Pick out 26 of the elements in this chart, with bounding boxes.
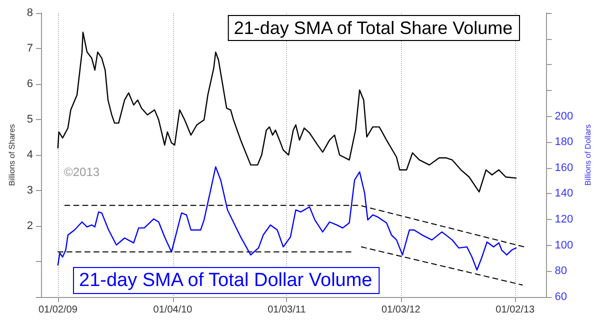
x-tick-label: 01/03/12 [381, 304, 421, 316]
y-tick-label: 8 [26, 7, 34, 19]
y-tick-label: 6 [26, 78, 34, 90]
y2-axis-title: Billions of Dollars [584, 124, 592, 186]
y-tick-label: 3 [26, 184, 34, 196]
x-tick-label: 01/03/11 [268, 304, 306, 316]
y-tick-label: 2 [26, 220, 34, 232]
y-tick-label: 7 [26, 42, 34, 54]
y-tick-label: 4 [26, 149, 34, 161]
y2-tick-label: 160 [554, 162, 574, 174]
series-label: 21-day SMA of Total Dollar Volume [79, 270, 372, 291]
x-tick-label: 01/04/10 [153, 304, 193, 316]
series-label: 21-day SMA of Total Share Volume [234, 18, 513, 38]
y2-tick-label: 200 [554, 110, 574, 122]
y2-tick-label: 60 [554, 291, 567, 303]
y2-tick-label: 80 [554, 265, 567, 278]
x-tick-label: 01/02/09 [38, 304, 78, 316]
y2-tick-label: 100 [554, 239, 574, 252]
y2-tick-label: 120 [554, 214, 574, 226]
line-series [57, 166, 517, 271]
y-tick-label: 5 [26, 114, 34, 126]
y-axis-title: Billions of Shares [8, 124, 16, 186]
x-tick-label: 01/02/13 [496, 304, 536, 316]
y2-tick-label: 180 [554, 136, 574, 148]
y2-tick-label: 140 [554, 188, 574, 200]
annotation: ©2013 [64, 165, 100, 179]
